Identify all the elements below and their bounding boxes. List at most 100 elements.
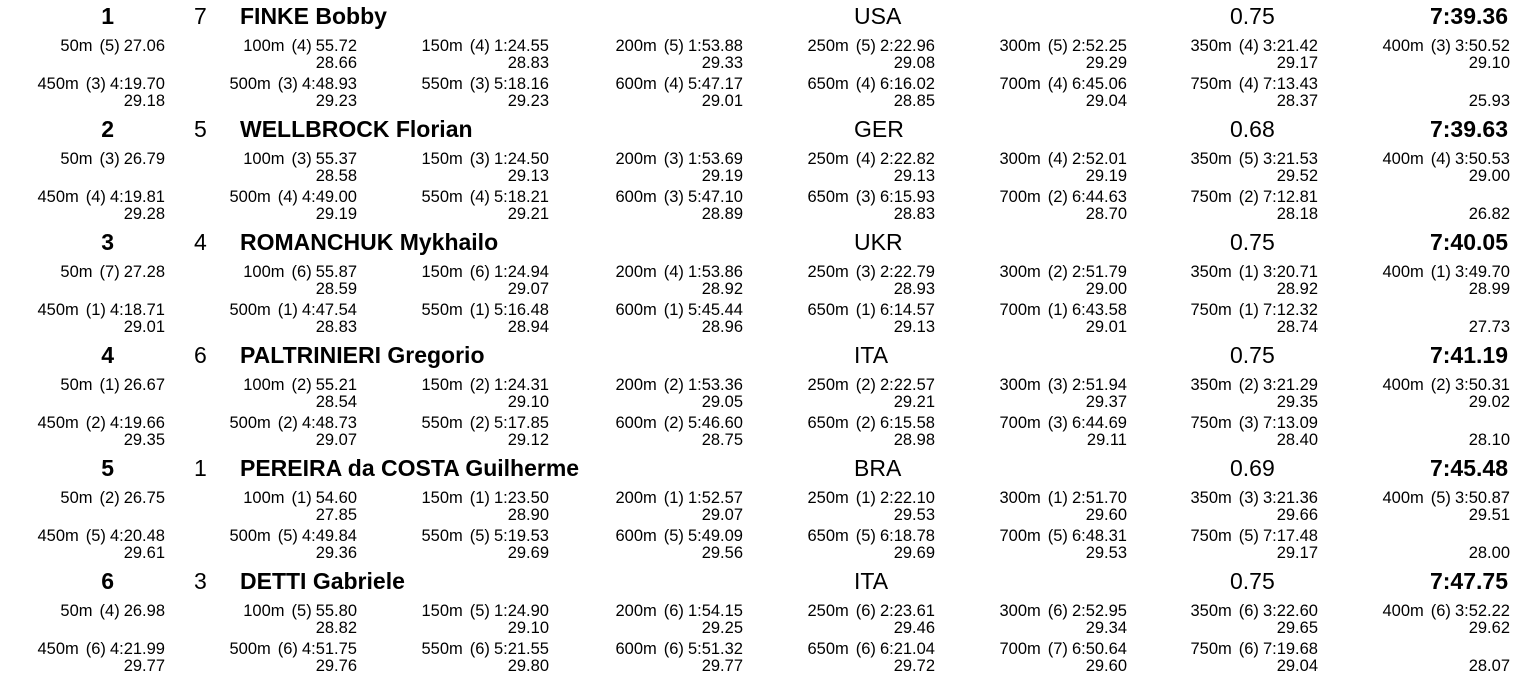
split-cell: 350m (5) 3:21.53 29.52 [1190,151,1318,185]
split-cumulative-time: 2:51.79 [1071,263,1127,281]
split-lap-time: 29.33 [701,54,743,72]
split-line: 150m (4) 1:24.55 [421,38,549,55]
lane: 7 [194,3,207,29]
split-line [1469,641,1510,658]
split-cumulative-time: 3:21.53 [1262,150,1318,168]
split-cell: 650m (6) 6:21.04 29.72 [807,641,935,675]
split-cell: 550m (1) 5:16.48 28.94 [421,302,549,336]
split-position: (3) [277,75,298,93]
split-distance: 600m [615,640,657,658]
split-position: (6) [291,263,312,281]
split-cumulative-time: 7:13.09 [1262,414,1318,432]
split-lap-time: 29.00 [1468,167,1510,185]
split-distance: 100m [243,150,285,168]
split-position: (2) [99,489,120,507]
split-distance: 150m [421,150,463,168]
split-cumulative-time: 4:51.75 [301,640,357,658]
split-position: (3) [85,75,106,93]
split-position: (2) [1238,188,1259,206]
split-cumulative-time: 2:22.10 [879,489,935,507]
split-line: 250m (1) 2:22.10 [807,490,935,507]
split-line: 750m (3) 7:13.09 [1190,415,1318,432]
split-cell: 700m (2) 6:44.63 28.70 [999,189,1127,223]
split-position: (2) [469,414,490,432]
split-cell: 600m (2) 5:46.60 28.75 [615,415,743,449]
split-cumulative-time: 26.79 [123,150,165,168]
split-cumulative-time: 5:46.60 [687,414,743,432]
split-lap-time: 29.76 [315,657,357,675]
split-cumulative-time: 1:24.90 [493,602,549,620]
split-lap-time: 29.53 [1085,544,1127,562]
split-cell: 650m (5) 6:18.78 29.69 [807,528,935,562]
split-position: (4) [277,188,298,206]
split-cell: 28.07 [1469,641,1510,675]
split-position: (4) [1047,150,1068,168]
split-position: (4) [663,263,684,281]
split-cell: 550m (6) 5:21.55 29.80 [421,641,549,675]
split-cumulative-time: 6:18.78 [879,527,935,545]
split-line [1469,302,1510,319]
split-cumulative-time: 5:45.44 [687,301,743,319]
split-distance: 100m [243,263,285,281]
split-position: (4) [85,188,106,206]
split-lap-time: 28.90 [507,506,549,524]
split-position: (2) [1047,188,1068,206]
split-line: 600m (2) 5:46.60 [615,415,743,432]
split-distance: 50m [60,489,93,507]
split-distance: 300m [999,150,1041,168]
split-line: 700m (1) 6:43.58 [999,302,1127,319]
split-lap-time: 29.28 [123,205,165,223]
split-position: (5) [855,37,876,55]
split-line [1469,528,1510,545]
split-lap-time: 29.29 [1085,54,1127,72]
split-distance: 550m [421,188,463,206]
split-position: (1) [469,489,490,507]
split-position: (5) [663,37,684,55]
split-line: 750m (1) 7:12.32 [1190,302,1318,319]
split-cell: 400m (1) 3:49.70 28.99 [1382,264,1510,298]
split-cell: 700m (3) 6:44.69 29.11 [999,415,1127,449]
split-line: 150m (1) 1:23.50 [421,490,549,507]
split-cell: 300m (4) 2:52.01 29.19 [999,151,1127,185]
split-cumulative-time: 1:53.36 [687,376,743,394]
split-cumulative-time: 6:21.04 [879,640,935,658]
split-distance: 300m [999,37,1041,55]
split-distance: 550m [421,640,463,658]
split-position: (1) [99,376,120,394]
split-lap-time: 29.21 [893,393,935,411]
split-cell: 650m (3) 6:15.93 28.83 [807,189,935,223]
split-line: 750m (6) 7:19.68 [1190,641,1318,658]
lane: 5 [194,116,207,142]
split-lap-time: 29.01 [1085,318,1127,336]
split-cumulative-time: 26.98 [123,602,165,620]
split-cell: 150m (5) 1:24.90 29.10 [421,603,549,637]
split-cell: 450m (2) 4:19.66 29.35 [37,415,165,449]
split-distance: 400m [1382,150,1424,168]
split-cell: 400m (5) 3:50.87 29.51 [1382,490,1510,524]
rank: 1 [101,3,114,29]
split-lap-time: 28.82 [315,619,357,637]
split-cumulative-time: 6:44.69 [1071,414,1127,432]
split-distance: 250m [807,602,849,620]
split-cumulative-time: 2:23.61 [879,602,935,620]
split-line: 750m (5) 7:17.48 [1190,528,1318,545]
split-line: 300m (5) 2:52.25 [999,38,1127,55]
split-distance: 600m [615,527,657,545]
split-lap-time: 28.99 [1468,280,1510,298]
split-position: (5) [1047,37,1068,55]
split-cumulative-time: 4:47.54 [301,301,357,319]
split-cumulative-time: 1:24.55 [493,37,549,55]
split-lap-time: 29.17 [1276,544,1318,562]
split-cell: 27.73 [1469,302,1510,336]
split-cumulative-time: 6:48.31 [1071,527,1127,545]
split-position: (1) [291,489,312,507]
split-line: 450m (5) 4:20.48 [37,528,165,545]
split-position: (4) [663,75,684,93]
split-position: (4) [99,602,120,620]
split-position: (3) [291,150,312,168]
split-distance: 750m [1190,414,1232,432]
split-cell: 400m (3) 3:50.52 29.10 [1382,38,1510,72]
split-cell: 300m (2) 2:51.79 29.00 [999,264,1127,298]
split-distance: 650m [807,301,849,319]
split-lap-time: 28.92 [701,280,743,298]
